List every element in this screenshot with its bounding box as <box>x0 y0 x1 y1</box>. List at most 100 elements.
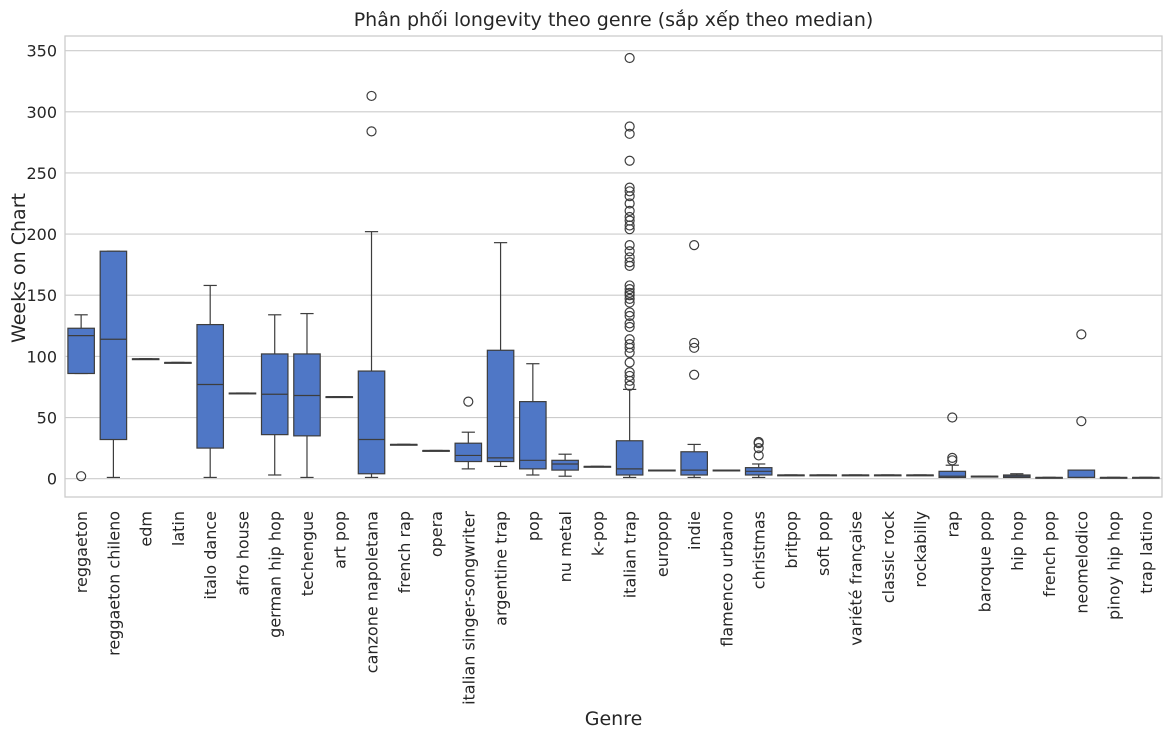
chart-title: Phân phối longevity theo genre (sắp xếp … <box>353 9 874 31</box>
outlier-point <box>624 310 635 322</box>
x-tick-label: nu metal <box>556 511 575 582</box>
x-tick-label: baroque pop <box>976 511 995 612</box>
x-tick-label: pop <box>524 511 543 541</box>
x-tick-label: afro house <box>233 511 252 596</box>
outlier-point <box>624 211 635 223</box>
x-tick-label: opera <box>427 511 446 557</box>
x-tick-label: latin <box>169 511 188 546</box>
outlier-point <box>366 126 377 137</box>
x-tick-label: french rap <box>395 511 414 593</box>
outlier-point <box>624 321 635 333</box>
x-tick-label: neomelodico <box>1072 511 1091 614</box>
outlier-point <box>624 290 635 301</box>
outlier-point <box>624 280 635 291</box>
box <box>454 442 483 463</box>
outlier-point <box>624 357 635 368</box>
outlier-point <box>366 90 377 102</box>
outlier-point <box>463 396 474 407</box>
outlier-point <box>624 293 635 305</box>
outlier-point <box>624 380 635 391</box>
outlier-point <box>624 284 635 295</box>
x-tick-label: flamenco urbano <box>717 511 736 647</box>
outlier-point <box>624 128 635 139</box>
outlier-point <box>947 452 958 463</box>
x-tick-label: italian trap <box>621 511 640 598</box>
box <box>551 459 579 471</box>
x-tick-label: k-pop <box>588 511 607 556</box>
x-tick-label: french pop <box>1040 511 1059 597</box>
x-tick-label: britpop <box>782 511 801 569</box>
x-tick-label: christmas <box>750 511 769 589</box>
y-tick-label: 300 <box>26 103 57 122</box>
outlier-point <box>624 297 635 308</box>
box <box>486 349 515 463</box>
outlier-point <box>1076 329 1087 340</box>
outlier-point <box>624 215 635 226</box>
outlier-point <box>624 198 635 209</box>
x-tick-label: rap <box>943 511 962 538</box>
outlier-point <box>624 252 635 263</box>
x-tick-label: reggaeton chileno <box>104 511 123 656</box>
box <box>938 470 967 479</box>
outlier-point <box>624 318 635 329</box>
outlier-point <box>689 342 700 353</box>
box <box>196 323 225 449</box>
outlier-point <box>624 186 635 197</box>
x-tick-label: italo dance <box>201 511 220 600</box>
x-axis-label: Genre <box>584 708 643 730</box>
outlier-point <box>947 455 958 466</box>
outlier-point <box>624 205 635 216</box>
y-tick-label: 50 <box>37 409 57 428</box>
box <box>293 353 321 437</box>
box <box>357 370 386 475</box>
x-tick-label: art pop <box>330 511 349 569</box>
plot-frame <box>64 35 1163 498</box>
x-tick-label: soft pop <box>814 511 833 576</box>
outlier-point <box>689 337 700 349</box>
x-tick-label: techengue <box>298 511 317 596</box>
outlier-point <box>753 450 764 461</box>
outlier-point <box>624 121 635 132</box>
box <box>99 250 128 441</box>
x-tick-label: edm <box>137 511 156 547</box>
outlier-point <box>624 334 635 345</box>
outlier-point <box>624 246 635 257</box>
y-tick-label: 350 <box>26 42 57 61</box>
x-tick-label: indie <box>685 511 704 550</box>
outlier-point <box>624 52 635 64</box>
x-tick-label: italian singer-songwriter <box>459 511 478 705</box>
x-tick-label: reggaeton <box>72 511 91 593</box>
box <box>519 401 547 470</box>
x-tick-label: variété française <box>846 511 865 646</box>
y-tick-label: 200 <box>26 225 57 244</box>
x-tick-label: classic rock <box>879 510 898 603</box>
x-tick-label: rockabilly <box>911 511 930 588</box>
y-tick-label: 250 <box>26 164 57 183</box>
x-tick-label: canzone napoletana <box>363 511 382 673</box>
outlier-point <box>624 240 635 251</box>
outlier-point <box>689 240 700 251</box>
outlier-point <box>624 182 635 193</box>
x-tick-label: hip hop <box>1008 511 1027 571</box>
outlier-point <box>624 155 635 166</box>
box <box>680 451 708 476</box>
outlier-point <box>624 307 635 318</box>
outlier-point <box>947 412 958 423</box>
x-tick-label: trap latino <box>1137 511 1156 594</box>
x-tick-label: pinoy hip hop <box>1105 511 1124 620</box>
outlier-point <box>624 370 635 382</box>
outlier-point <box>624 367 635 378</box>
x-tick-label: europop <box>653 511 672 577</box>
outlier-point <box>624 339 635 350</box>
outlier-point <box>624 287 635 298</box>
outlier-point <box>1076 416 1087 427</box>
y-tick-label: 150 <box>26 286 57 305</box>
x-tick-label: argentine trap <box>492 511 511 626</box>
outlier-point <box>624 257 635 268</box>
outlier-point <box>753 436 764 448</box>
box <box>1067 469 1096 479</box>
outlier-point <box>753 442 764 454</box>
outlier-point <box>76 471 87 482</box>
outlier-point <box>689 369 700 380</box>
